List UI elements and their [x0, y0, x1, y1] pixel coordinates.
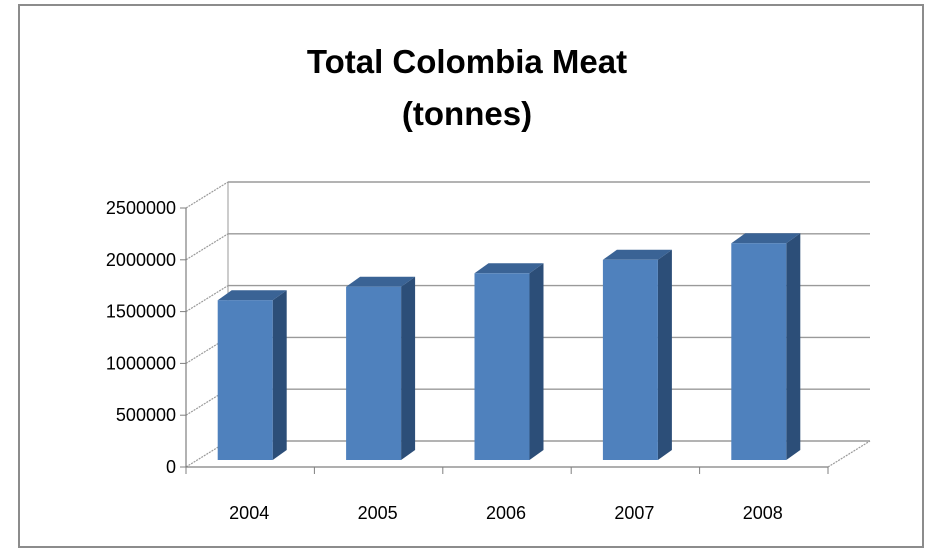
bar-top: [602, 249, 672, 260]
x-tick-label: 2008: [743, 503, 783, 523]
bar-side: [529, 263, 544, 460]
y-tick-label: 0: [166, 457, 176, 477]
x-tick-label: 2006: [486, 503, 526, 523]
bar-side: [401, 276, 416, 460]
y-tick-label: 1500000: [106, 302, 176, 322]
gridline-side: [185, 388, 229, 416]
x-tick-label: 2004: [229, 503, 269, 523]
bar-top: [474, 263, 544, 274]
gridline-side: [185, 440, 229, 468]
bar-side: [657, 249, 672, 460]
bar: [731, 243, 787, 460]
y-tick-label: 1000000: [106, 353, 176, 373]
y-tick-label: 500000: [116, 405, 176, 425]
bar-top: [731, 233, 801, 244]
gridline-side: [185, 181, 229, 209]
bar-side: [272, 290, 287, 460]
bar: [217, 300, 273, 460]
y-tick-label: 2000000: [106, 250, 176, 270]
gridline-side: [185, 233, 229, 261]
chart-title-line-2: (tonnes): [401, 95, 533, 132]
gridline-side: [185, 336, 229, 364]
chart-title: Total Colombia Meat (tonnes): [0, 36, 934, 140]
bar: [346, 286, 402, 460]
bar-side: [786, 233, 801, 460]
bar: [474, 273, 530, 460]
bar: [602, 259, 658, 460]
floor-right-edge: [827, 440, 871, 468]
chart-title-line-1: Total Colombia Meat: [306, 43, 628, 80]
x-tick-label: 2007: [614, 503, 654, 523]
bar-top: [217, 290, 287, 301]
bar-top: [346, 276, 416, 287]
gridline-side: [185, 285, 229, 313]
x-tick-label: 2005: [358, 503, 398, 523]
y-tick-label: 2500000: [106, 198, 176, 218]
